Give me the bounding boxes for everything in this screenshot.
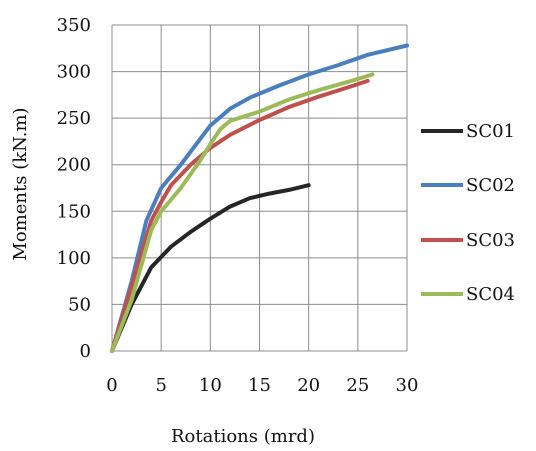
x-tick-label: 20 <box>297 375 320 396</box>
x-tick-label: 0 <box>106 375 117 396</box>
x-tick-label: 25 <box>346 375 369 396</box>
x-tick-label: 15 <box>248 375 271 396</box>
legend-label-sc01: SC01 <box>466 121 515 142</box>
y-tick-label: 200 <box>57 155 91 176</box>
y-tick-label: 300 <box>57 62 91 83</box>
y-axis-tick-labels: 0 50 100 150 200 250 300 350 <box>57 15 91 362</box>
x-tick-label: 10 <box>199 375 222 396</box>
x-tick-label: 30 <box>396 375 419 396</box>
y-tick-label: 150 <box>57 201 91 222</box>
series-line-sc04 <box>110 72 375 353</box>
legend-label-sc03: SC03 <box>466 230 515 251</box>
legend-label-sc04: SC04 <box>466 284 515 305</box>
series-line-sc02 <box>110 43 409 353</box>
series-line-sc01 <box>110 183 311 353</box>
x-axis-label: Rotations (mrd) <box>171 426 315 447</box>
y-tick-label: 50 <box>68 294 91 315</box>
series-lines <box>110 43 409 353</box>
y-axis-label: Moments (kN.m) <box>10 107 31 260</box>
x-axis-tick-labels: 0 5 10 15 20 25 30 <box>106 375 418 396</box>
grid-lines <box>111 24 408 352</box>
y-tick-label: 100 <box>57 248 91 269</box>
y-tick-label: 350 <box>57 15 91 36</box>
x-tick-label: 5 <box>155 375 166 396</box>
legend-label-sc02: SC02 <box>466 175 515 196</box>
y-tick-label: 0 <box>80 341 91 362</box>
y-tick-label: 250 <box>57 108 91 129</box>
legend: SC01 SC02 SC03 SC04 <box>421 121 515 305</box>
